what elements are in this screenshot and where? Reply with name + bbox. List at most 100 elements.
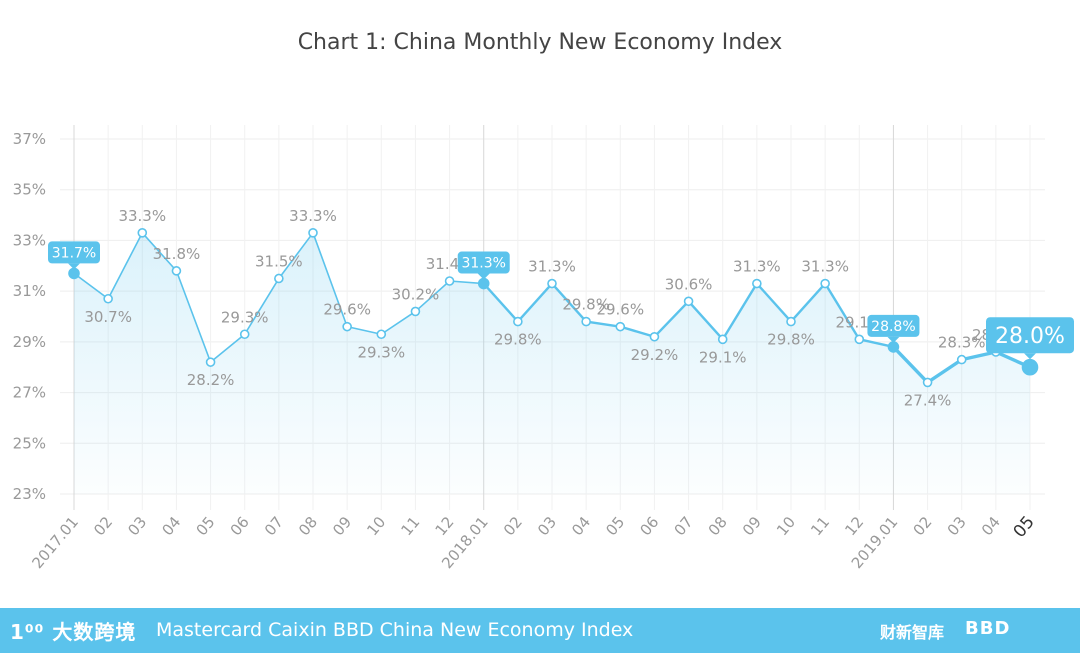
data-point: [477, 277, 490, 290]
data-label: 29.8%: [494, 331, 542, 349]
x-tick-label: 08: [705, 513, 731, 539]
line-segment: [414, 280, 451, 313]
line-segment: [346, 325, 383, 336]
callout-label: 31.3%: [461, 256, 505, 272]
line-segment: [550, 282, 588, 323]
footer-brand-bbd: BBD: [965, 618, 1011, 639]
data-label: 29.6%: [323, 301, 371, 319]
data-point: [239, 329, 250, 340]
callout: 31.3%: [457, 251, 510, 280]
x-tick-label: 06: [636, 513, 662, 539]
x-tick-label: 05: [1010, 512, 1039, 541]
data-point: [922, 377, 933, 388]
line-segment: [721, 282, 759, 341]
data-label: 29.3%: [221, 308, 269, 326]
x-tick-label: 12: [841, 513, 867, 539]
data-point: [308, 228, 318, 238]
data-point: [956, 354, 967, 365]
data-point: [615, 321, 626, 332]
x-tick-label: 04: [568, 513, 594, 539]
callout-label: 28.0%: [995, 324, 1065, 349]
line-segment: [312, 232, 348, 328]
x-tick-label: 03: [534, 513, 560, 539]
data-label: 30.2%: [392, 285, 440, 303]
x-tick-label: 07: [671, 513, 697, 539]
data-label: 28.3%: [938, 334, 986, 352]
callout-label: 28.8%: [871, 319, 915, 335]
data-point: [513, 316, 523, 327]
data-point: [649, 331, 660, 342]
line-segment: [209, 333, 246, 363]
line-chart: 23% 25% 27% 29% 31% 33% 35% 37% 30.7% 33.3% 31.8%…: [13, 125, 1074, 572]
data-point: [137, 228, 148, 238]
x-tick-label: 03: [124, 513, 150, 539]
x-tick-label: 10: [363, 513, 389, 539]
data-label: 31.3%: [528, 258, 576, 276]
footer-title: Mastercard Caixin BBD China New Economy …: [156, 619, 634, 641]
x-tick-label: 10: [773, 513, 799, 539]
footer-bar: 1⁰⁰ 大数跨境 Mastercard Caixin BBD China New…: [0, 608, 1080, 653]
x-tick-label: 09: [329, 513, 355, 539]
data-label: 31.5%: [255, 252, 303, 270]
callout-pointer: [477, 273, 490, 280]
data-label: 29.2%: [631, 346, 679, 364]
callout-box: [48, 241, 100, 264]
line-segment: [107, 232, 144, 300]
callout-label: 31.7%: [52, 245, 96, 261]
callout-box: [457, 251, 510, 274]
data-label: 29.6%: [596, 301, 644, 319]
x-tick-label: 07: [261, 513, 287, 539]
x-tick-label: 05: [193, 513, 219, 539]
data-point: [444, 276, 455, 286]
line-segment: [653, 300, 690, 338]
line-segment: [482, 282, 520, 323]
callout-pointer: [1024, 353, 1036, 360]
data-points: [68, 228, 1039, 388]
data-point: [547, 278, 557, 289]
data-labels: 30.7% 33.3% 31.8% 28.2% 29.3% 31.5% 33.3% 29.6%…: [84, 207, 1019, 410]
line-segment: [584, 320, 622, 328]
line-segment: [789, 282, 827, 323]
y-tick-label: 33%: [13, 231, 46, 249]
data-label: 33.3%: [289, 207, 337, 225]
x-tick-label: 11: [807, 513, 833, 539]
data-point: [887, 341, 900, 353]
x-tick-label: 2017.01: [28, 513, 82, 572]
callout: 31.7%: [48, 241, 100, 270]
line-segment: [141, 232, 178, 272]
x-tick-label: 03: [944, 513, 970, 539]
x-tick-label: 05: [602, 513, 628, 539]
line-segment: [891, 345, 930, 385]
footer-brand-caixin: 财新智库: [880, 623, 945, 642]
x-tick-label: 11: [397, 513, 423, 539]
y-axis: 23% 25% 27% 29% 31% 33% 35% 37%: [13, 130, 46, 503]
data-label: 29.8%: [562, 296, 610, 314]
x-tick-label: 06: [227, 513, 253, 539]
data-point: [205, 357, 216, 367]
data-label: 29.3%: [357, 343, 405, 361]
data-label: 28.2%: [187, 371, 235, 389]
area-fill-path: [74, 232, 1030, 495]
line-segment: [823, 282, 861, 341]
callout: 28.8%: [867, 314, 920, 343]
line-segment: [687, 300, 724, 341]
line-segment: [755, 282, 793, 323]
line-segment: [243, 277, 280, 336]
area-fill: [74, 232, 1030, 495]
data-point: [68, 267, 80, 280]
data-label: 31.3%: [733, 258, 781, 276]
line-segment: [278, 232, 314, 280]
data-point: [1021, 358, 1039, 376]
line-segment: [858, 338, 895, 349]
callout-box: [986, 317, 1074, 354]
y-tick-label: 27%: [13, 384, 46, 402]
data-label: 31.8%: [153, 245, 201, 263]
y-tick-label: 31%: [13, 282, 46, 300]
x-tick-label: 02: [910, 513, 936, 539]
data-point: [274, 273, 284, 284]
y-tick-label: 37%: [13, 130, 46, 148]
series-line: [73, 232, 1032, 385]
data-label: 30.7%: [84, 308, 132, 326]
data-point: [752, 278, 762, 289]
